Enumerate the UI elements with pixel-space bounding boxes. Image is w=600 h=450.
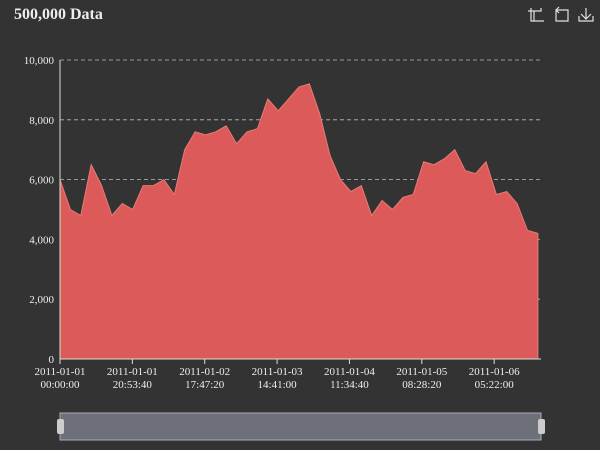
area	[59, 83, 539, 360]
x-tick-label: 2011-01-01 00:00:00	[35, 366, 86, 391]
x-tick-label: 2011-01-04 11:34:40	[324, 366, 375, 391]
zoom-button[interactable]	[528, 8, 544, 22]
slider-window[interactable]	[59, 412, 542, 441]
restore-button[interactable]	[555, 6, 569, 22]
x-tick-label: 2011-01-01 20:53:40	[107, 366, 158, 391]
chart-title: 500,000 Data	[14, 6, 103, 23]
x-tick-label: 2011-01-06 05:22:00	[469, 366, 520, 391]
x-tick-label: 2011-01-05 08:28:20	[396, 366, 447, 391]
y-tick-label: 0	[49, 354, 55, 366]
x-tick-label: 2011-01-03 14:41:00	[252, 366, 303, 391]
slider-handle[interactable]	[538, 419, 545, 434]
y-tick-label: 6,000	[29, 175, 54, 187]
slider-handle[interactable]	[57, 419, 64, 434]
y-tick-label: 2,000	[29, 294, 54, 306]
x-tick-label: 2011-01-02 17:47:20	[179, 366, 230, 391]
toolbox	[528, 6, 594, 22]
download-button[interactable]	[578, 8, 594, 22]
y-tick-label: 10,000	[24, 55, 55, 67]
y-tick-label: 8,000	[29, 115, 54, 127]
data-zoom-slider[interactable]	[57, 412, 545, 441]
y-tick-label: 4,000	[29, 234, 54, 246]
